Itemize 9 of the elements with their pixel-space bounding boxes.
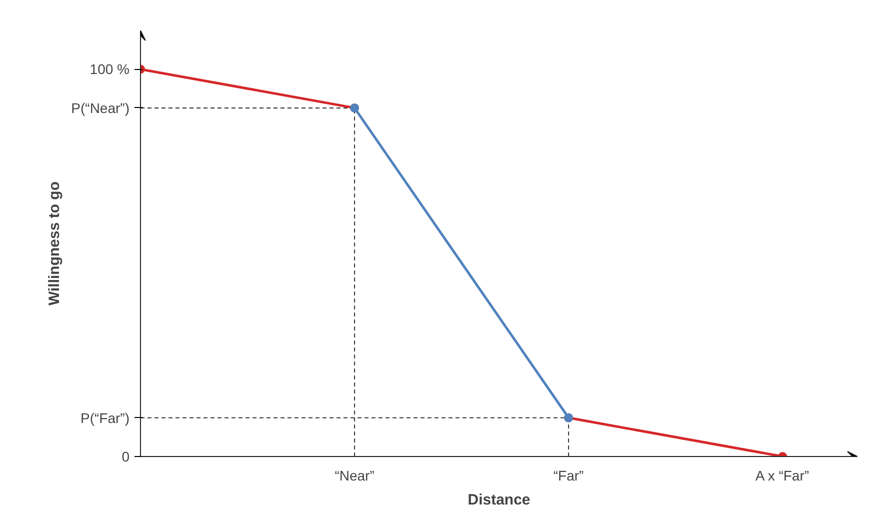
x-axis-title: Distance	[468, 492, 530, 508]
y-axis-title: Willingness to go	[46, 181, 64, 306]
x-tick-label: “Far”	[553, 468, 584, 484]
y-tick-label: P(“Near”)	[71, 100, 130, 116]
y-tick-label: 0	[122, 448, 130, 464]
x-tick-label: “Near”	[334, 468, 375, 484]
y-tick-label: 100 %	[90, 61, 130, 78]
y-tick-label: P(“Far”)	[80, 410, 130, 426]
x-tick-label: A x “Far”	[755, 468, 810, 484]
